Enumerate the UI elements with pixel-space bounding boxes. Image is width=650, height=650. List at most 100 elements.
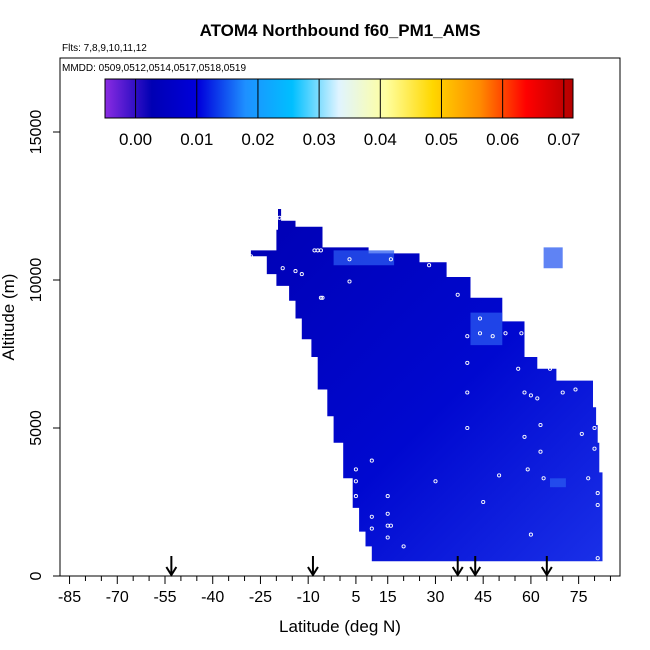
flight-point (320, 295, 325, 300)
flight-point (554, 354, 559, 360)
flight-point (465, 390, 470, 395)
flight-point (385, 511, 390, 516)
colorbar: 0.00 0.01 0.02 0.03 0.04 0.05 0.06 0.07 (104, 78, 580, 149)
flight-point (347, 279, 352, 284)
flight-point (544, 328, 549, 333)
dates-label: MMDD: 0509,0512,0514,0517,0518,0519 (62, 63, 246, 74)
flight-point (497, 473, 502, 478)
flight-point (388, 257, 393, 262)
flight-point (592, 425, 597, 431)
flight-point (547, 366, 553, 371)
y-tick-label: 15000 (28, 110, 45, 155)
x-tick-label: -55 (153, 589, 176, 606)
flight-point (353, 529, 358, 534)
flight-point (353, 479, 358, 484)
x-tick-label: 75 (570, 589, 588, 606)
flight-point (385, 535, 390, 540)
flight-point (490, 334, 495, 339)
x-tick-label: -25 (249, 589, 272, 606)
flights-label: Flts: 7,8,9,10,11,12 (62, 43, 147, 54)
flight-point (455, 292, 460, 297)
flight-point (503, 331, 508, 336)
flight-point (595, 502, 600, 508)
flight-point (353, 494, 358, 499)
flight-point (516, 366, 521, 371)
arrow-marker (451, 556, 464, 577)
flight-point (433, 479, 438, 484)
flight-point (522, 434, 527, 439)
flight-point (318, 248, 323, 253)
x-tick-label: 30 (427, 589, 445, 606)
flight-point (388, 523, 393, 528)
flight-point (538, 422, 543, 428)
flight-point (595, 556, 600, 561)
flight-point (586, 476, 591, 481)
flight-point (347, 257, 352, 262)
flight-point (528, 393, 533, 398)
flight-point (535, 396, 540, 401)
highlight-patch (543, 247, 563, 269)
colorbar-tick-label: 0.04 (364, 130, 397, 149)
coverage-region (250, 209, 603, 562)
colorbar-tick-label: 0.01 (180, 130, 213, 149)
x-tick-label: 45 (474, 589, 492, 606)
colorbar-scale (104, 78, 574, 119)
highlight-patch (550, 478, 566, 488)
x-tick-label: 60 (522, 589, 540, 606)
arrow-marker (165, 556, 178, 577)
flight-point (353, 538, 358, 543)
flight-point (477, 331, 483, 336)
flight-point (293, 269, 298, 274)
flight-point (465, 360, 470, 365)
flight-point (277, 215, 282, 220)
flight-point (481, 499, 486, 505)
x-tick-label: 5 (351, 589, 360, 606)
arrow-marker (540, 556, 553, 577)
flight-point (522, 390, 527, 395)
highlight-patch (333, 250, 395, 266)
flight-point (477, 316, 483, 321)
flight-point (465, 334, 470, 339)
flight-point (465, 425, 470, 431)
flight-point (318, 295, 323, 300)
colorbar-tick-label: 0.06 (486, 130, 519, 149)
flight-point (519, 331, 524, 336)
x-axis-label: Latitude (deg N) (279, 617, 401, 636)
flight-point (525, 467, 530, 472)
flight-point (353, 517, 358, 522)
colorbar-tick-label: 0.07 (547, 130, 580, 149)
flight-point (353, 467, 358, 472)
flight-point (369, 458, 374, 463)
chart-title: ATOM4 Northbound f60_PM1_AMS (200, 21, 481, 40)
flight-points (248, 215, 600, 561)
x-tick-label: -40 (201, 589, 224, 606)
x-tick-label: 15 (379, 589, 397, 606)
flight-point (538, 449, 543, 454)
flight-point (560, 390, 565, 395)
flight-point (401, 544, 406, 549)
x-tick-label: -85 (58, 589, 81, 606)
flight-point (427, 263, 432, 268)
flight-point (573, 387, 578, 392)
arrow-markers (165, 556, 553, 577)
flight-point (592, 446, 597, 451)
flight-point (385, 494, 390, 499)
flight-point (532, 337, 537, 342)
x-tick-label: -10 (297, 589, 320, 606)
flight-point (280, 266, 285, 271)
flight-point (248, 254, 253, 259)
y-axis: 0 5000 10000 15000 (28, 110, 60, 580)
flight-point (551, 331, 556, 336)
flight-point (528, 532, 533, 537)
flight-point (299, 272, 304, 277)
flight-point (267, 242, 273, 247)
flight-point (369, 514, 374, 519)
colorbar-tick-label: 0.02 (241, 130, 274, 149)
colorbar-tick-label: 0.05 (425, 130, 458, 149)
arrow-marker (469, 556, 482, 577)
x-tick-label: -70 (106, 589, 129, 606)
colorbar-tick-label: 0.03 (303, 130, 336, 149)
y-tick-label: 10000 (28, 258, 45, 303)
y-tick-label: 0 (28, 571, 45, 580)
